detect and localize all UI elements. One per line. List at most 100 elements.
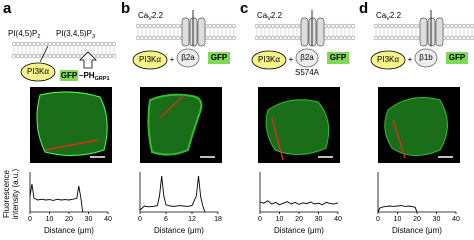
channel-shape bbox=[308, 17, 317, 47]
lipid-head bbox=[151, 23, 157, 29]
lipid-head bbox=[377, 23, 383, 29]
subscript: 3 bbox=[92, 34, 95, 40]
lipid-head bbox=[139, 35, 145, 41]
beta-shape bbox=[295, 48, 319, 68]
hollow-arrow bbox=[79, 51, 97, 69]
lipid-head bbox=[326, 23, 332, 29]
beta-label: β1b bbox=[419, 53, 433, 62]
lipid-head bbox=[79, 41, 85, 47]
lipid-head bbox=[262, 35, 268, 41]
lipid-head bbox=[47, 53, 53, 59]
lipid-head bbox=[254, 23, 260, 29]
channel-shape bbox=[181, 17, 190, 47]
cell bbox=[147, 93, 203, 156]
lipid-head bbox=[223, 23, 229, 29]
lipid-head bbox=[330, 35, 336, 41]
lipid-head bbox=[258, 35, 264, 41]
x-tick-label: 20 bbox=[295, 216, 303, 223]
lipid-head bbox=[389, 35, 395, 41]
channel-label: CaV2.2 bbox=[138, 11, 164, 22]
lipid-head bbox=[413, 35, 419, 41]
x-tick-label: 40 bbox=[104, 216, 112, 223]
lipid-head bbox=[413, 23, 419, 29]
lipid-head bbox=[143, 23, 149, 29]
y-axis-label: Fluorescence bbox=[2, 169, 11, 218]
lipid-head bbox=[219, 35, 225, 41]
lipid-head bbox=[35, 53, 41, 59]
lipid-head bbox=[167, 35, 173, 41]
text-part: 2.2 bbox=[271, 11, 283, 20]
lipid-head bbox=[377, 35, 383, 41]
lipid-head bbox=[445, 23, 451, 29]
lipid-head bbox=[286, 23, 292, 29]
enzyme-shape bbox=[370, 50, 406, 70]
x-axis-label: Distance (μm) bbox=[44, 226, 94, 235]
x-tick-label: 40 bbox=[334, 216, 342, 223]
lipid-head bbox=[75, 53, 81, 59]
subscript: V bbox=[386, 16, 390, 22]
line-scan bbox=[44, 139, 99, 151]
profile-line bbox=[377, 205, 418, 213]
lipid-head bbox=[175, 23, 181, 29]
lipid-head bbox=[23, 41, 29, 47]
lipid-head bbox=[95, 41, 101, 47]
lipid-head bbox=[227, 23, 233, 29]
lipid-head bbox=[342, 23, 348, 29]
lipid-head bbox=[75, 41, 81, 47]
y-axis-label: intensity (a.u.) bbox=[11, 169, 20, 220]
lipid-head bbox=[135, 35, 141, 41]
gfp-label: GFP bbox=[61, 71, 78, 80]
lipid-head bbox=[397, 23, 403, 29]
lipid-head bbox=[231, 35, 237, 41]
lipid-head bbox=[385, 35, 391, 41]
lipid-head bbox=[219, 23, 225, 29]
lipid-head bbox=[223, 35, 229, 41]
plus-sign: + bbox=[408, 55, 413, 64]
beta-label: β2a bbox=[181, 53, 195, 62]
lipid-head bbox=[67, 53, 73, 59]
lipid-head bbox=[107, 53, 113, 59]
lipid-head bbox=[15, 53, 21, 59]
lipid-head bbox=[11, 53, 17, 59]
beta-shape bbox=[414, 48, 438, 68]
lipid-head bbox=[266, 35, 272, 41]
gfp-label: GFP bbox=[211, 53, 228, 62]
profile-line bbox=[259, 200, 339, 206]
lipid-head bbox=[449, 23, 455, 29]
lipid-head bbox=[465, 35, 471, 41]
enzyme-label: PI3Kα bbox=[258, 55, 280, 64]
x-tick-label: 10 bbox=[394, 216, 402, 223]
enzyme-label: PI3Kα bbox=[377, 55, 399, 64]
lipid-head bbox=[111, 41, 117, 47]
lipid-head bbox=[171, 23, 177, 29]
x-tick-label: 0 bbox=[376, 216, 380, 223]
lipid-head bbox=[465, 23, 471, 29]
lipid-head bbox=[294, 35, 300, 41]
lipid-head bbox=[23, 53, 29, 59]
lipid-head bbox=[290, 23, 296, 29]
channel-label: CaV2.2 bbox=[376, 11, 402, 22]
lipid-head bbox=[215, 23, 221, 29]
channel-shape bbox=[316, 17, 325, 47]
lipid-head bbox=[63, 53, 69, 59]
lipid-head bbox=[43, 41, 49, 47]
lipid-head bbox=[254, 35, 260, 41]
text-part: Ca bbox=[376, 11, 387, 20]
profile-line bbox=[139, 175, 206, 213]
lipid-head bbox=[71, 53, 77, 59]
lipid-head bbox=[207, 35, 213, 41]
text-part: –PH bbox=[79, 71, 95, 80]
lipid-head bbox=[286, 35, 292, 41]
lipid-head bbox=[163, 35, 169, 41]
lipid-head bbox=[19, 53, 25, 59]
lipid-head bbox=[231, 23, 237, 29]
line-scan bbox=[271, 117, 284, 161]
lipid-head bbox=[469, 23, 474, 29]
beta-shape bbox=[176, 48, 200, 68]
x-tick-label: 0 bbox=[258, 216, 262, 223]
lipid-head bbox=[453, 35, 459, 41]
lipid-head bbox=[95, 53, 101, 59]
lipid-head bbox=[350, 35, 356, 41]
lipid-head bbox=[83, 41, 89, 47]
lipid-head bbox=[334, 35, 340, 41]
